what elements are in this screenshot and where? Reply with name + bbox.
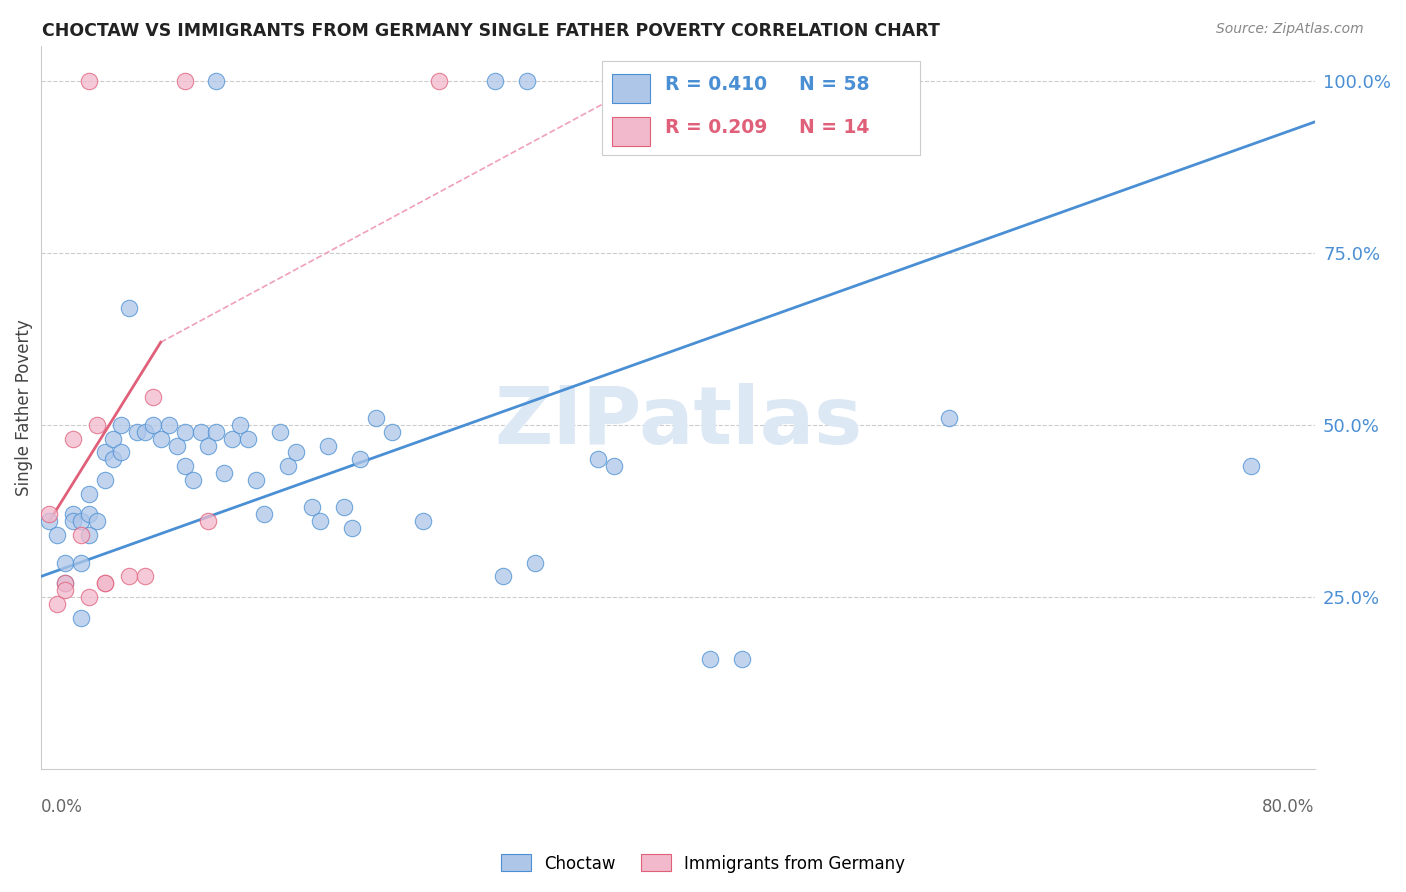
Point [484,73,506,87]
Point [86,417,108,432]
Point [1240,459,1263,474]
Point [134,569,156,583]
Point [125,425,148,439]
Point [70,610,93,624]
Point [118,569,141,583]
Text: N = 14: N = 14 [799,119,869,137]
Point [516,73,538,87]
Point [70,528,93,542]
Text: R = 0.410: R = 0.410 [665,75,768,94]
Point [77,528,100,542]
Point [53,576,76,591]
Point [101,432,124,446]
Point [62,514,84,528]
Point [190,425,212,439]
FancyBboxPatch shape [612,117,650,146]
Point [173,459,195,474]
Point [110,445,132,459]
Point [938,411,960,425]
Point [94,576,117,591]
Point [38,508,60,522]
Point [340,521,363,535]
Point [46,528,69,542]
Point [94,576,117,591]
Point [101,452,124,467]
Text: N = 58: N = 58 [799,75,869,94]
Point [173,73,195,87]
Point [53,576,76,591]
Point [181,473,204,487]
Point [77,73,100,87]
Point [110,417,132,432]
Point [316,438,339,452]
Point [523,556,546,570]
Point [94,473,117,487]
Text: 80.0%: 80.0% [1263,798,1315,816]
Point [221,432,243,446]
Text: R = 0.209: R = 0.209 [665,119,768,137]
Point [62,508,84,522]
Point [77,590,100,604]
Point [86,514,108,528]
Point [588,452,610,467]
Point [142,390,165,404]
Point [173,425,195,439]
Point [205,73,228,87]
Point [427,73,450,87]
Point [149,432,172,446]
Text: CHOCTAW VS IMMIGRANTS FROM GERMANY SINGLE FATHER POVERTY CORRELATION CHART: CHOCTAW VS IMMIGRANTS FROM GERMANY SINGL… [42,22,941,40]
Point [118,301,141,315]
Point [277,459,299,474]
Point [364,411,387,425]
Legend: Choctaw, Immigrants from Germany: Choctaw, Immigrants from Germany [495,847,911,880]
Point [38,514,60,528]
Point [70,556,93,570]
Point [214,466,236,480]
Point [412,514,434,528]
Point [603,459,626,474]
Point [229,417,252,432]
Point [53,556,76,570]
Point [349,452,371,467]
Point [94,445,117,459]
Point [309,514,332,528]
Point [699,652,721,666]
Point [269,425,291,439]
Point [62,432,84,446]
Point [492,569,515,583]
Text: Source: ZipAtlas.com: Source: ZipAtlas.com [1216,22,1364,37]
Point [301,500,323,515]
Point [77,508,100,522]
Point [157,417,180,432]
Point [205,425,228,439]
Point [253,508,276,522]
Point [166,438,188,452]
FancyBboxPatch shape [602,61,920,154]
Point [731,652,754,666]
Point [332,500,354,515]
Text: ZIPatlas: ZIPatlas [494,383,862,461]
Text: 0.0%: 0.0% [41,798,83,816]
Point [285,445,308,459]
FancyBboxPatch shape [612,74,650,103]
Point [197,438,219,452]
Point [53,583,76,598]
Point [142,417,165,432]
Point [245,473,267,487]
Point [70,514,93,528]
Point [238,432,260,446]
Point [46,597,69,611]
Point [134,425,156,439]
Point [77,486,100,500]
Point [380,425,402,439]
Point [197,514,219,528]
Y-axis label: Single Father Poverty: Single Father Poverty [15,319,32,496]
